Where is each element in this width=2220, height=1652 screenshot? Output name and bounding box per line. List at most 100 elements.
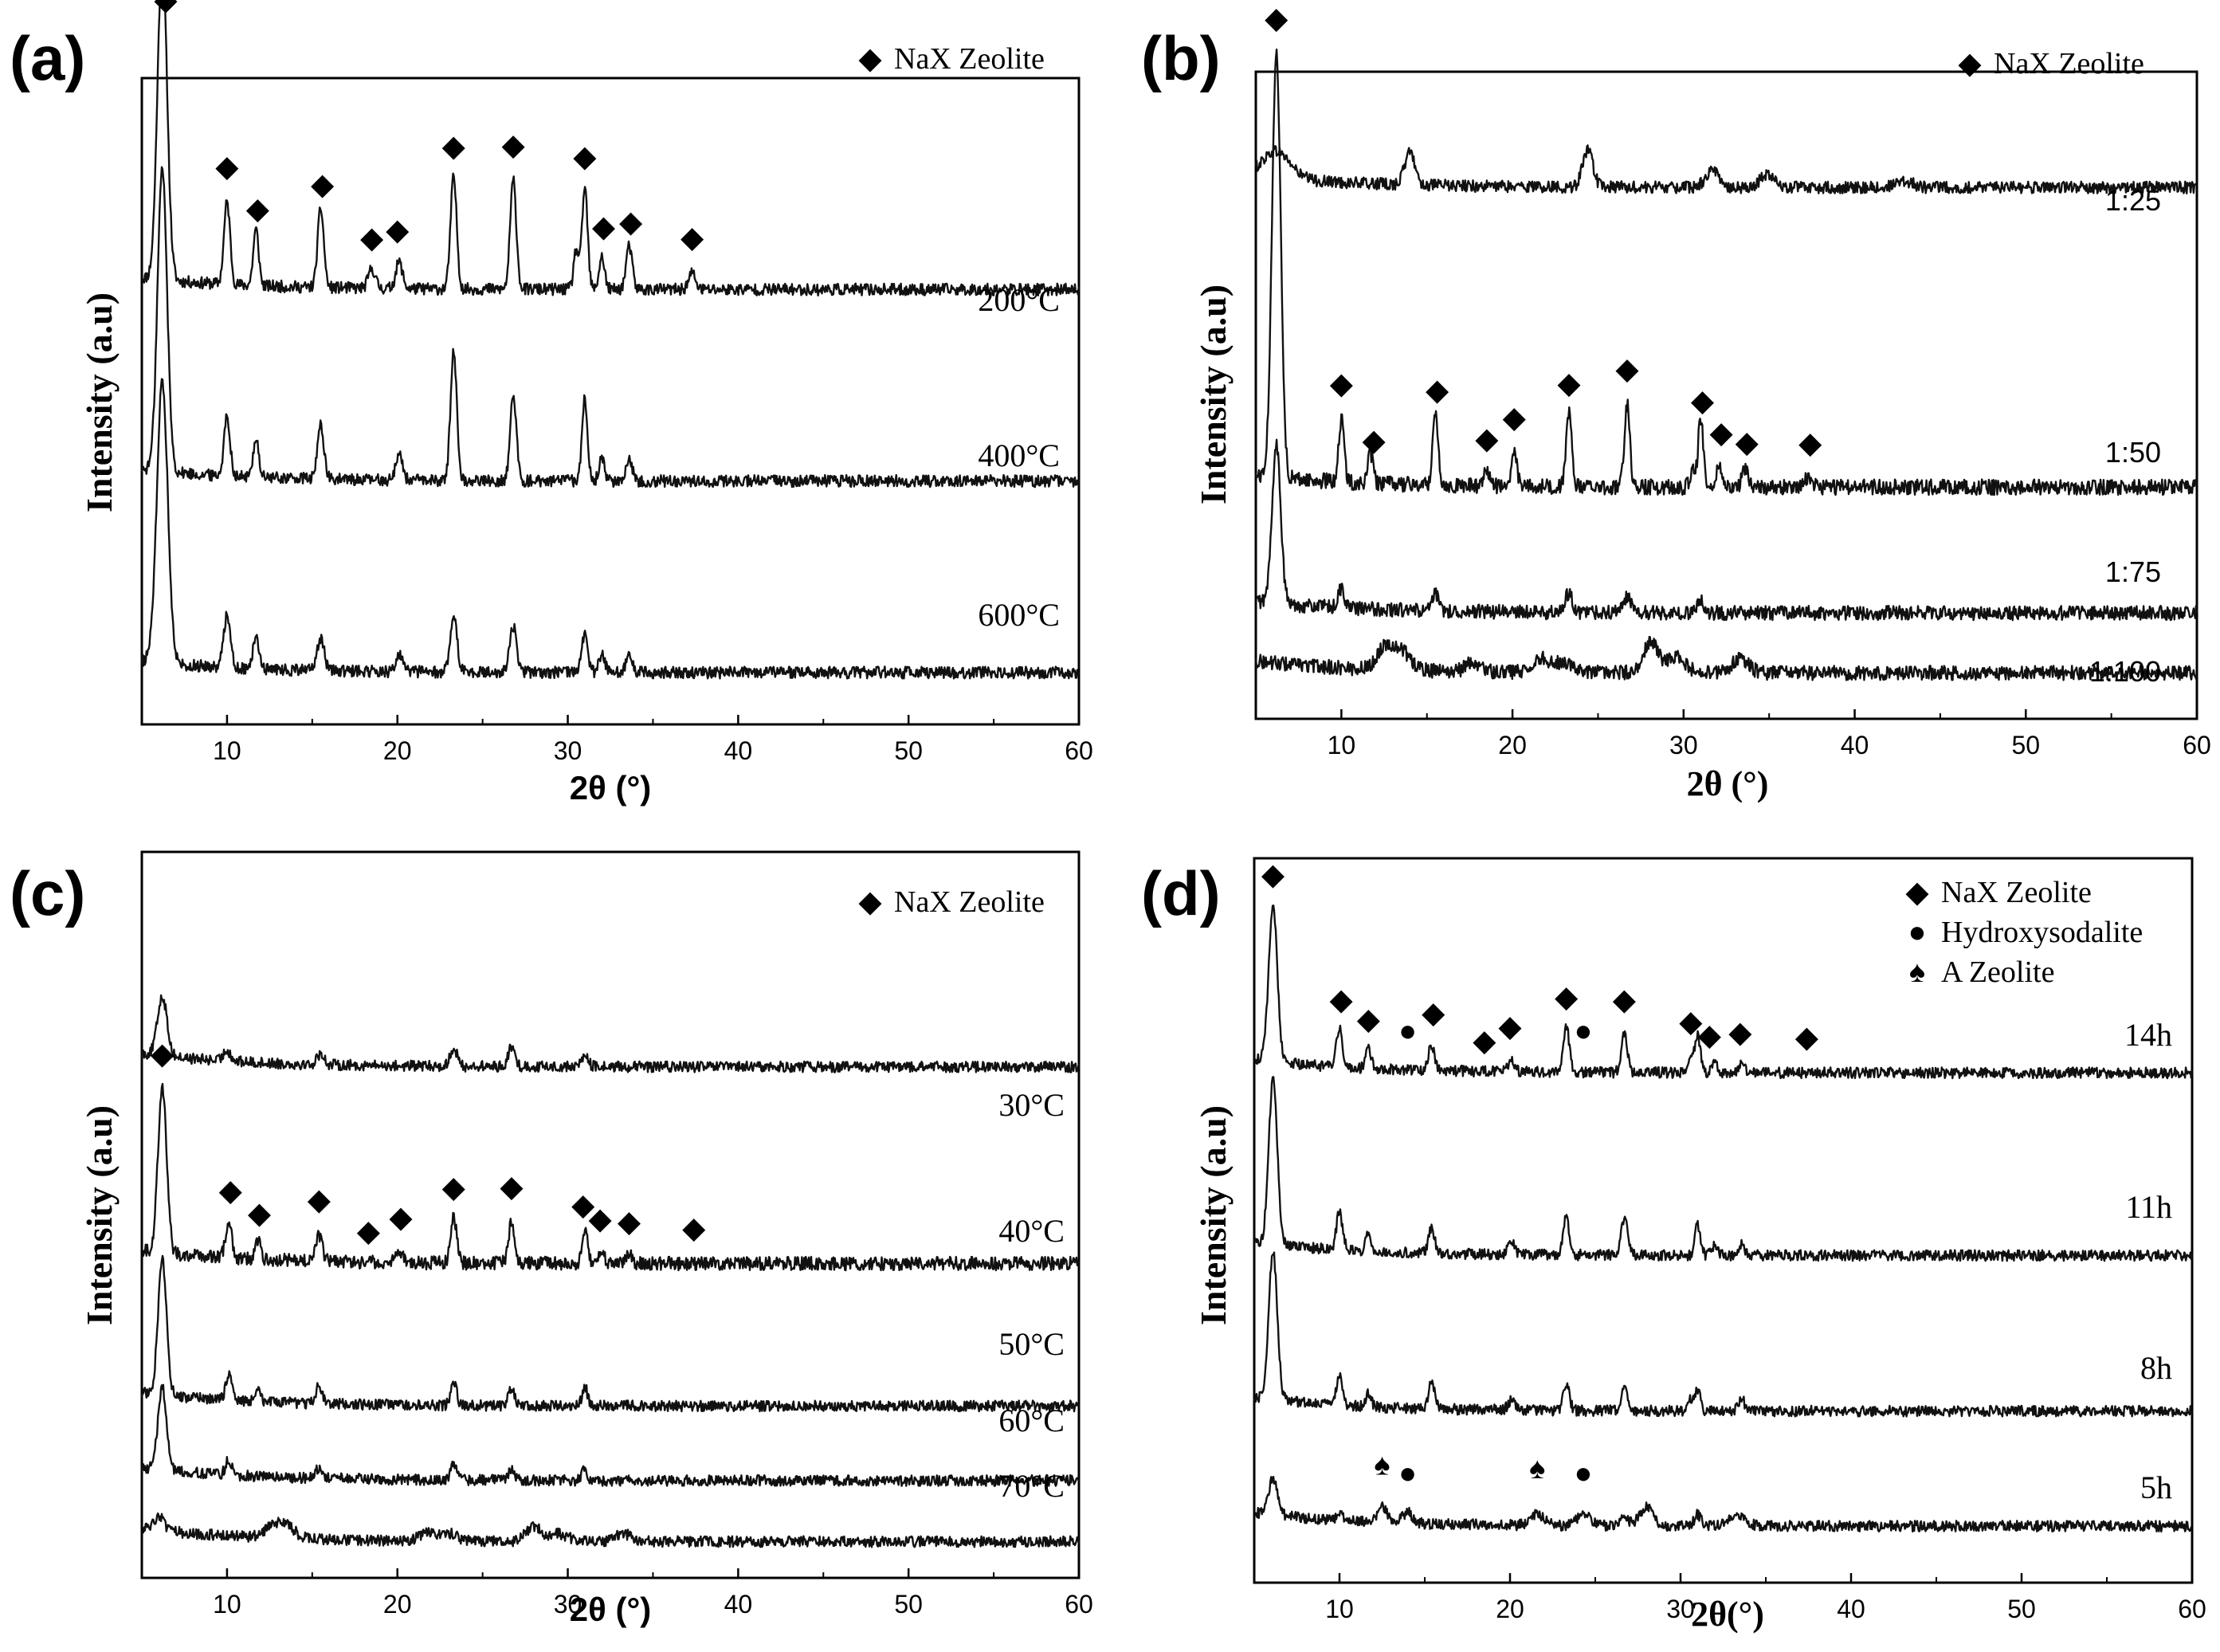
plot-frame <box>1254 70 2198 720</box>
peak-marker: ◆ <box>1475 422 1499 456</box>
peak-marker: ◆ <box>502 129 526 163</box>
series-label: 30°C <box>998 1087 1065 1123</box>
peak-marker: ◆ <box>442 130 466 163</box>
legend-label: A Zeolite <box>1941 955 2054 989</box>
series-label: 50°C <box>998 1326 1065 1362</box>
peak-marker: ◆ <box>1330 983 1354 1017</box>
peak-marker: ◆ <box>1265 2 1288 35</box>
y-axis-label: Intensity (a.u) <box>79 1105 120 1325</box>
plot-frame <box>140 77 1081 726</box>
x-tick-label: 50 <box>894 1590 923 1619</box>
x-tick-label: 40 <box>724 736 753 765</box>
x-tick-label: 10 <box>1325 1595 1354 1623</box>
x-axis-label: 2θ (°) <box>570 1591 652 1628</box>
x-tick-label: 60 <box>2183 731 2211 759</box>
legend-label: NaX Zeolite <box>894 885 1045 919</box>
legend-marker: ● <box>1908 916 1927 949</box>
panel-label: (b) <box>1141 23 1221 93</box>
panel-b: (b) 10 20 30 40 50 60 Intensity (a.u) 2θ (°) ◆ NaX… <box>1141 2 2211 803</box>
series-label: 1:25 <box>2105 184 2161 217</box>
legend-label: NaX Zeolite <box>1941 876 2092 909</box>
series-line <box>140 1254 1080 1413</box>
series-line <box>141 1512 1080 1548</box>
x-tick-label: 20 <box>383 736 412 765</box>
peak-marker: ◆ <box>592 210 616 244</box>
peak-marker: ● <box>1398 1014 1417 1048</box>
peak-marker: ◆ <box>571 1189 595 1222</box>
x-axis-label: 2θ(°) <box>1691 1595 1764 1634</box>
x-tick-label: 20 <box>383 1590 412 1619</box>
series-label: 600°C <box>978 597 1060 633</box>
series-label: 5h <box>2140 1470 2172 1505</box>
x-tick-label: 10 <box>1328 731 1356 759</box>
peak-marker: ◆ <box>1557 367 1581 401</box>
peak-marker: ◆ <box>311 168 335 202</box>
peak-marker: ◆ <box>1795 1021 1819 1054</box>
y-axis-label: Intensity (a.u) <box>1193 284 1234 504</box>
peak-marker: ◆ <box>682 1211 706 1245</box>
peak-marker: ◆ <box>1473 1024 1496 1058</box>
x-tick-label: 50 <box>2011 731 2040 759</box>
plot-frame <box>1253 857 2194 1584</box>
peak-marker: ◆ <box>442 1171 466 1205</box>
series-line <box>140 378 1080 680</box>
peak-marker: ◆ <box>389 1201 413 1234</box>
x-tick-label: 30 <box>1669 731 1698 759</box>
peak-marker: ● <box>1575 1014 1593 1048</box>
x-tick-label: 10 <box>213 1590 241 1619</box>
panel-label: (c) <box>10 858 85 928</box>
series-line <box>140 994 1080 1073</box>
series-line <box>1253 1251 2193 1418</box>
peak-marker: ◆ <box>1503 402 1527 435</box>
panel-c: (c) 10 20 30 40 50 60 Intensity (a.u) 2θ (°) ◆ NaX… <box>10 850 1093 1628</box>
x-tick-label: 30 <box>554 1590 582 1619</box>
series-line <box>1254 635 2198 681</box>
peak-marker: ◆ <box>360 222 384 255</box>
peak-marker: ◆ <box>1615 352 1639 386</box>
series-line <box>1254 144 2197 194</box>
series-label: 70°C <box>998 1468 1065 1504</box>
panel-label: (a) <box>10 23 85 93</box>
x-tick-label: 40 <box>1841 731 1869 759</box>
legend-marker: ◆ <box>1958 47 1982 80</box>
peak-marker: ◆ <box>619 206 643 239</box>
x-tick-label: 30 <box>1666 1595 1695 1623</box>
peak-marker: ◆ <box>357 1215 381 1249</box>
peak-marker: ◆ <box>1679 1006 1703 1039</box>
peak-marker: ◆ <box>1498 1010 1522 1043</box>
peak-marker: ◆ <box>1709 416 1733 449</box>
series-line <box>1254 48 2198 496</box>
series-label: 200°C <box>978 282 1060 318</box>
x-tick-label: 60 <box>2178 1595 2206 1623</box>
legend-marker: ◆ <box>858 42 882 76</box>
peak-marker: ◆ <box>386 214 410 247</box>
peak-marker: ♠ <box>1374 1448 1390 1481</box>
peak-marker: ◆ <box>1555 980 1579 1014</box>
legend-label: Hydroxysodalite <box>1941 916 2143 949</box>
peak-marker: ◆ <box>219 1174 243 1207</box>
x-tick-label: 40 <box>1837 1595 1865 1623</box>
x-tick-label: 30 <box>554 736 582 765</box>
x-tick-label: 50 <box>894 736 923 765</box>
legend-marker: ♠ <box>1909 955 1925 989</box>
series-label: 1:75 <box>2105 555 2161 588</box>
peak-marker: ◆ <box>248 1197 272 1230</box>
x-tick-label: 40 <box>724 1590 753 1619</box>
peak-marker: ◆ <box>1357 1003 1381 1036</box>
peak-marker: ◆ <box>1736 426 1759 459</box>
peak-marker: ◆ <box>308 1183 331 1217</box>
peak-marker: ◆ <box>154 0 178 17</box>
x-tick-label: 60 <box>1065 1590 1093 1619</box>
peak-marker: ◆ <box>681 222 704 255</box>
series-label: 400°C <box>978 438 1060 473</box>
series-line <box>140 166 1080 489</box>
series-label: 60°C <box>998 1403 1065 1438</box>
peak-marker: ♠ <box>1529 1452 1545 1485</box>
peak-marker: ◆ <box>589 1203 613 1236</box>
series-line <box>1255 438 2198 622</box>
legend-label: NaX Zeolite <box>894 42 1045 76</box>
peak-marker: ◆ <box>1261 858 1285 892</box>
peak-marker: ◆ <box>1798 426 1822 460</box>
peak-marker: ◆ <box>1691 385 1715 418</box>
